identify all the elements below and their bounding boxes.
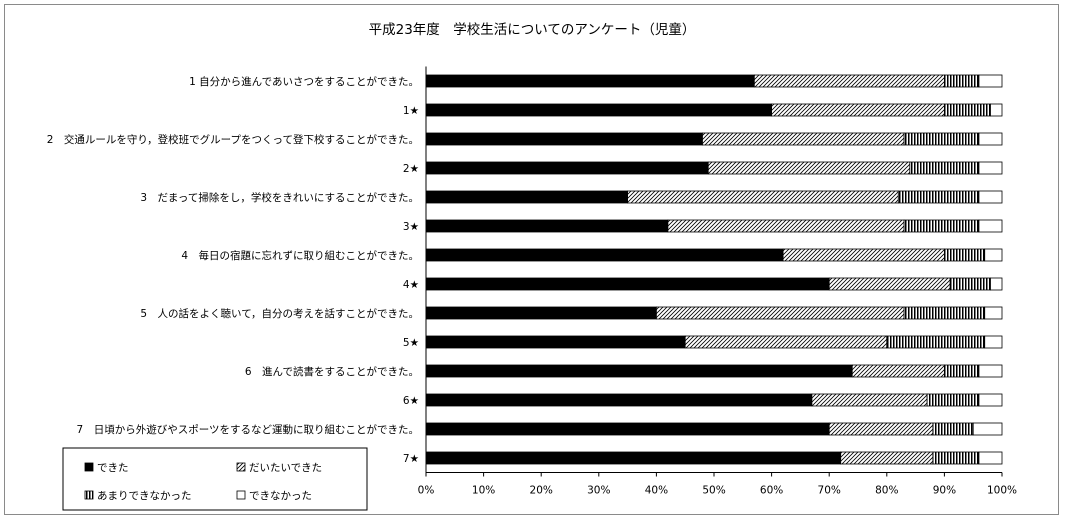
bar-segment-not-done	[984, 248, 1003, 262]
bar-segment-rarely-done	[903, 306, 986, 320]
bar-segment-rarely-done	[944, 364, 980, 378]
bar-segment-done	[425, 335, 686, 349]
category-label: 1 自分から進んであいさつをすることができた。	[189, 75, 419, 88]
bar-segment-not-done	[978, 451, 1003, 465]
category-label: 6★	[403, 395, 419, 407]
legend-swatch-not-done	[236, 490, 246, 500]
bar-segment-not-done	[978, 132, 1003, 146]
bar-segment-done	[425, 306, 657, 320]
category-label: 2★	[403, 163, 419, 175]
bar-segment-mostly-done	[828, 422, 934, 436]
legend-swatch-rarely-done	[84, 490, 94, 500]
bar-segment-mostly-done	[627, 190, 899, 204]
bar-segment-not-done	[978, 74, 1003, 88]
legend-label-mostly-done: だいたいできた	[249, 462, 322, 474]
bar-segment-rarely-done	[944, 103, 991, 117]
x-tick-label: 50%	[702, 485, 725, 497]
bar-segment-done	[425, 248, 784, 262]
bar-segment-done	[425, 393, 813, 407]
bar-segment-not-done	[978, 393, 1003, 407]
chart-area: 平成23年度 学校生活についてのアンケート（児童） 1 自分から進んであいさつを…	[4, 4, 1059, 515]
category-label: 2 交通ルールを守り，登校班でグループをつくって登下校することができた。	[47, 133, 419, 146]
bar-segment-mostly-done	[811, 393, 928, 407]
bar-segment-not-done	[978, 161, 1003, 175]
bar-segment-done	[425, 422, 830, 436]
legend-label-done: できた	[97, 462, 129, 474]
chart-title: 平成23年度 学校生活についてのアンケート（児童）	[369, 21, 696, 38]
bar-segment-done	[425, 74, 755, 88]
category-label: 5 人の話をよく聴いて，自分の考えを話すことができた。	[140, 307, 419, 320]
bar-segment-done	[425, 132, 703, 146]
legend-swatch-done	[84, 462, 94, 472]
category-label: 3★	[403, 221, 419, 233]
bar-segment-rarely-done	[944, 74, 980, 88]
x-axis: 0% 10% 20% 30% 40% 50% 60% 70% 80% 90% 100%	[418, 66, 1017, 497]
bar-segment-done	[425, 103, 773, 117]
bar-segment-mostly-done	[753, 74, 945, 88]
bar-segment-mostly-done	[782, 248, 945, 262]
bar-segment-not-done	[990, 277, 1003, 291]
bar-segment-done	[425, 219, 669, 233]
x-tick-label: 90%	[933, 485, 956, 497]
bar-segment-mostly-done	[656, 306, 905, 320]
legend-box	[62, 447, 368, 511]
bar-segment-not-done	[990, 103, 1003, 117]
bar-segment-mostly-done	[702, 132, 905, 146]
bar-segment-rarely-done	[932, 422, 974, 436]
legend-swatch-mostly-done	[236, 462, 246, 472]
bar-segment-not-done	[978, 190, 1003, 204]
bar-segment-not-done	[978, 364, 1003, 378]
x-tick-label: 60%	[760, 485, 783, 497]
bar-segment-not-done	[978, 219, 1003, 233]
bar-segment-rarely-done	[903, 219, 980, 233]
x-tick-label: 30%	[587, 485, 610, 497]
bar-segment-rarely-done	[926, 393, 980, 407]
bar-segment-not-done	[984, 335, 1003, 349]
bar-segment-mostly-done	[828, 277, 951, 291]
bar-segment-rarely-done	[949, 277, 991, 291]
category-label: 4 毎日の宿題に忘れずに取り組むことができた。	[181, 249, 419, 262]
legend-label-rarely-done: あまりできなかった	[97, 490, 192, 502]
x-tick-label: 100%	[987, 485, 1017, 497]
x-tick-label: 20%	[530, 485, 553, 497]
bar-segment-done	[425, 161, 709, 175]
bar-segment-not-done	[984, 306, 1003, 320]
bar-segment-done	[425, 451, 842, 465]
bar-segment-mostly-done	[667, 219, 905, 233]
bar-segment-rarely-done	[932, 451, 980, 465]
x-tick-label: 80%	[875, 485, 898, 497]
bar-segment-not-done	[972, 422, 1003, 436]
x-tick-label: 0%	[418, 485, 435, 497]
category-label: 5★	[403, 337, 419, 349]
bar-segment-rarely-done	[886, 335, 986, 349]
bar-segment-mostly-done	[771, 103, 945, 117]
category-label: 7 日頃から外遊びやスポーツをするなど運動に取り組むことができた。	[77, 423, 419, 436]
x-tick-label: 70%	[818, 485, 841, 497]
category-label: 4★	[403, 279, 419, 291]
bar-segment-mostly-done	[851, 364, 945, 378]
bar-segment-mostly-done	[707, 161, 911, 175]
bar-segment-done	[425, 364, 853, 378]
category-label: 1★	[403, 105, 419, 117]
bar-segment-mostly-done	[684, 335, 888, 349]
category-label: 7★	[403, 453, 419, 465]
legend-label-not-done: できなかった	[249, 490, 312, 502]
bar-segment-rarely-done	[909, 161, 980, 175]
x-tick-label: 10%	[472, 485, 495, 497]
bar-segment-done	[425, 190, 629, 204]
bar-segment-rarely-done	[944, 248, 986, 262]
bar-segment-rarely-done	[903, 132, 980, 146]
category-label: 3 だまって掃除をし，学校をきれいにすることができた。	[140, 191, 419, 204]
bar-segment-rarely-done	[897, 190, 980, 204]
plot-area: 1 自分から進んであいさつをすることができた。 1★ 2 交通ルールを守り，登校班で…	[47, 74, 1003, 465]
bar-segment-done	[425, 277, 830, 291]
bar-segment-mostly-done	[840, 451, 934, 465]
chart-svg: 平成23年度 学校生活についてのアンケート（児童） 1 自分から進んであいさつを…	[47, 21, 1017, 511]
x-tick-label: 40%	[645, 485, 668, 497]
category-label: 6 進んで読書をすることができた。	[245, 365, 419, 378]
